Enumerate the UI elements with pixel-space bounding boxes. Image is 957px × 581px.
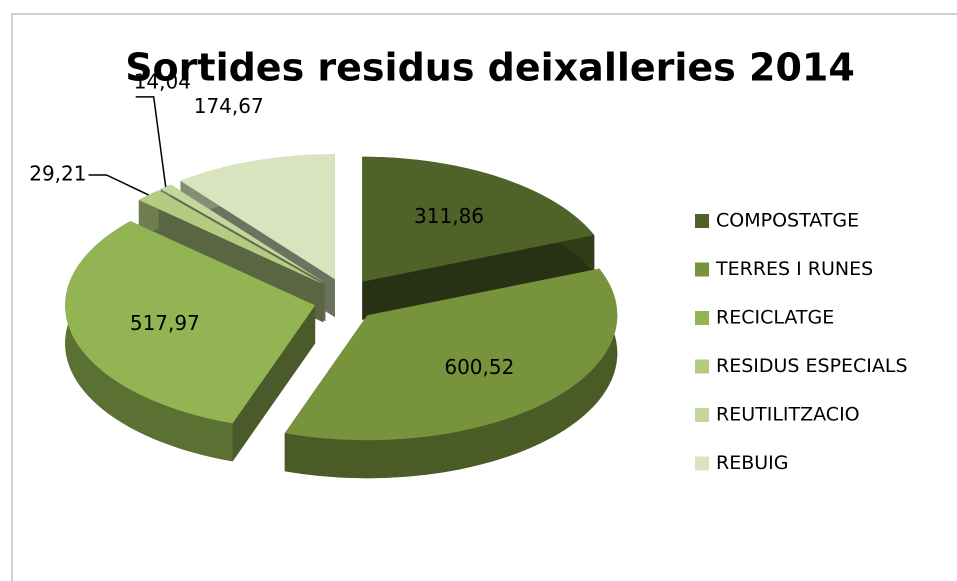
slice-top <box>180 154 335 280</box>
pie-slice <box>65 221 316 462</box>
slice-side <box>284 268 618 479</box>
legend-swatch <box>695 359 709 374</box>
legend-label: REUTILITZACIO <box>716 404 860 426</box>
legend-label: RESIDUS ESPECIALS <box>716 355 908 377</box>
leader-line <box>88 174 149 196</box>
data-label: 14,04 <box>134 69 191 93</box>
slice-side <box>232 305 316 462</box>
legend-label: RECICLATGE <box>716 307 834 329</box>
data-label: 517,97 <box>130 311 200 335</box>
slice-top <box>138 190 324 285</box>
legend-swatch <box>695 262 709 277</box>
chart-title: Sortides residus deixalleries 2014 <box>125 46 855 90</box>
slice-top <box>65 221 316 424</box>
pie-slice <box>362 156 595 320</box>
chart-border <box>11 13 957 581</box>
legend-swatch <box>695 408 709 422</box>
legend: COMPOSTATGE TERRES I RUNES RECICLATGE RESID… <box>695 210 908 474</box>
legend-label: COMPOSTATGE <box>716 210 859 232</box>
data-label: 29,21 <box>29 161 86 185</box>
legend-label: REBUIG <box>716 452 788 474</box>
legend-swatch <box>695 456 709 471</box>
slice-top <box>160 184 326 284</box>
data-label: 174,67 <box>194 94 264 118</box>
data-label: 311,86 <box>414 204 484 228</box>
slice-top <box>284 268 618 441</box>
leader-line <box>135 96 167 187</box>
data-label: 600,52 <box>444 355 514 379</box>
legend-swatch <box>695 311 709 325</box>
legend-label: TERRES I RUNES <box>715 258 873 280</box>
pie-slice <box>284 268 618 479</box>
slice-side <box>362 235 595 320</box>
legend-swatch <box>695 214 709 228</box>
slice-top <box>362 156 595 282</box>
slice-side <box>65 221 233 462</box>
